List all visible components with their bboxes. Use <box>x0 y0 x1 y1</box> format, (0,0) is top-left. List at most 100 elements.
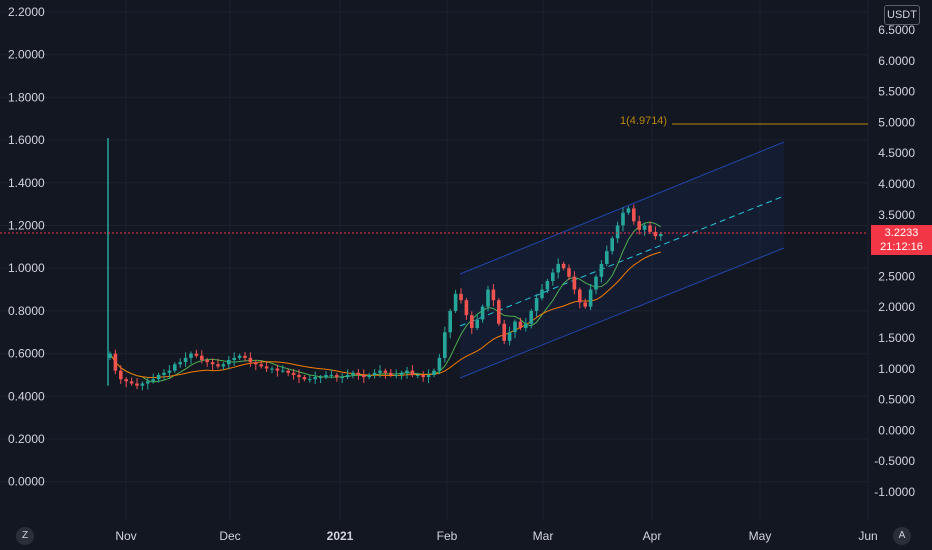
candle-body <box>129 381 134 384</box>
candle-body <box>248 357 253 363</box>
candle-body <box>642 225 647 230</box>
candle-body <box>227 360 231 365</box>
candle-body <box>567 268 571 277</box>
right-tick-label: 5.5000 <box>878 85 915 99</box>
candle-body <box>480 306 485 320</box>
right-tick-label: 2.0000 <box>878 300 915 314</box>
candle-body <box>594 276 598 290</box>
candle-body <box>583 302 587 307</box>
candle-body <box>399 372 404 375</box>
currency-label[interactable]: USDT <box>884 5 920 25</box>
candle-body <box>464 300 469 316</box>
candle-body <box>281 370 285 372</box>
x-tick-label: 2021 <box>327 529 354 543</box>
candle-body <box>588 289 593 307</box>
left-tick-label: 1.4000 <box>8 176 45 190</box>
candle-body <box>416 374 420 376</box>
candle-body <box>551 272 555 282</box>
left-tick-label: 2.0000 <box>8 48 45 62</box>
left-tick-label: 0.2000 <box>8 432 45 446</box>
left-tick-label: 1.0000 <box>8 261 45 275</box>
right-tick-label: 0.0000 <box>878 423 915 437</box>
candle-body <box>345 374 350 378</box>
candle-body <box>383 370 388 373</box>
candle-body <box>335 374 339 378</box>
fib-level-label: 1(4.9714) <box>620 115 668 127</box>
channel-lower <box>459 247 785 379</box>
right-tick-label: 6.0000 <box>878 54 915 68</box>
right-tick-label: 0.5000 <box>878 393 915 407</box>
candle-body <box>135 383 139 386</box>
candle-body <box>443 332 447 358</box>
candle-body <box>502 323 506 341</box>
right-tick-label: -1.0000 <box>874 485 915 499</box>
channel-upper <box>459 141 785 275</box>
left-tick-label: 2.2000 <box>8 5 45 19</box>
candle-body <box>308 379 312 381</box>
candle-body <box>426 374 431 378</box>
zoom-button[interactable]: Z <box>16 527 34 545</box>
candle-body <box>232 357 236 361</box>
right-tick-label: 4.5000 <box>878 146 915 160</box>
candle-body <box>437 357 442 371</box>
candle-body <box>119 370 123 380</box>
candle-body <box>367 374 371 378</box>
candle-body <box>140 383 145 386</box>
candle-body <box>648 225 652 232</box>
candle-body <box>210 362 215 365</box>
candle-body <box>200 355 204 361</box>
candle-body <box>237 355 242 358</box>
right-tick-label: 1.0000 <box>878 362 915 376</box>
candle-body <box>653 231 658 237</box>
candle-body <box>372 372 377 375</box>
candle-body <box>146 381 150 384</box>
candle-body <box>405 370 409 373</box>
candle-body <box>518 321 523 328</box>
candle-body <box>291 372 296 375</box>
candle-body <box>524 323 528 328</box>
candle-body <box>545 281 550 290</box>
candle-body <box>167 370 172 373</box>
candle-body <box>356 372 361 375</box>
candle-body <box>626 208 631 213</box>
candle-body <box>324 374 328 378</box>
left-tick-label: 1.2000 <box>8 219 45 233</box>
right-tick-label: 3.5000 <box>878 208 915 222</box>
candle-body <box>497 300 501 324</box>
candle-body <box>572 276 577 290</box>
current-price-value: 3.2233 <box>884 227 919 239</box>
x-tick-label: Mar <box>533 529 554 543</box>
left-tick-label: 0.6000 <box>8 347 45 361</box>
candle-body <box>259 364 263 367</box>
candle-body <box>540 289 544 299</box>
candle-body <box>632 208 636 222</box>
right-tick-label: 6.5000 <box>878 23 915 37</box>
candle-body <box>605 251 609 264</box>
x-tick-label: Nov <box>115 529 136 543</box>
candle-body <box>556 263 560 273</box>
auto-scale-button[interactable]: A <box>893 527 911 545</box>
candle-body <box>205 360 209 363</box>
regression-channel[interactable] <box>459 141 785 379</box>
x-tick-label: Jun <box>858 529 877 543</box>
candle-body <box>475 319 479 328</box>
candle-body <box>151 379 155 382</box>
candle-body <box>513 321 517 333</box>
left-tick-label: 1.8000 <box>8 90 45 104</box>
candle-body <box>264 366 269 369</box>
candle-body <box>183 357 188 363</box>
axes: 2.2000 2.0000 1.8000 1.6000 1.4000 1.2000 1.00… <box>8 5 915 543</box>
channel-mid <box>459 195 785 327</box>
candle-body <box>448 310 452 333</box>
candle-body <box>389 372 393 375</box>
left-tick-label: 1.6000 <box>8 133 45 147</box>
candle-body <box>216 364 220 367</box>
candle-body <box>108 353 112 358</box>
candle-body <box>637 221 641 230</box>
candle-body <box>173 364 177 371</box>
candle-body <box>599 263 604 277</box>
candle-body <box>507 332 512 341</box>
candle-body <box>470 315 474 328</box>
